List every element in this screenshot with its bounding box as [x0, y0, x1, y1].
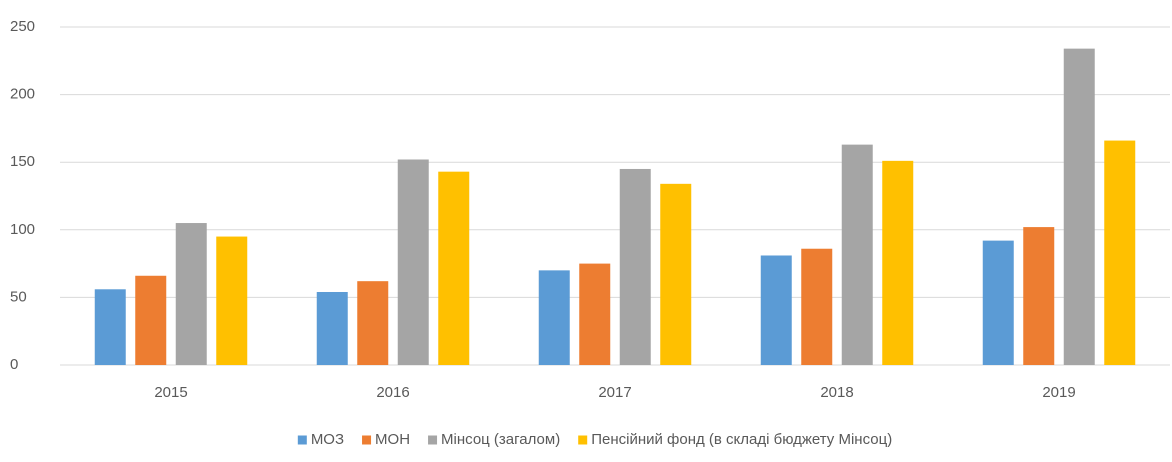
- x-tick-label: 2019: [1042, 384, 1075, 401]
- bar: [216, 236, 248, 365]
- legend-swatch: [428, 435, 438, 445]
- bar: [1063, 48, 1095, 366]
- x-tick-label: 2015: [154, 384, 187, 401]
- bar: [982, 240, 1014, 365]
- bar: [579, 263, 611, 365]
- x-tick-label: 2016: [376, 384, 409, 401]
- bar: [397, 159, 429, 365]
- bar: [135, 275, 167, 365]
- legend: МОЗ МОН Мінсоц (загалом) Пенсійний фонд (в …: [297, 431, 892, 448]
- y-tick-label: 200: [10, 86, 35, 103]
- y-tick-label: 250: [10, 18, 35, 35]
- bar: [357, 281, 389, 365]
- bar: [801, 248, 833, 365]
- bar: [438, 171, 470, 365]
- bar: [760, 255, 792, 365]
- legend-swatch: [297, 435, 307, 445]
- bar: [94, 289, 126, 365]
- bar: [841, 144, 873, 365]
- y-tick-label: 50: [10, 288, 27, 305]
- legend-label: МОЗ: [311, 431, 344, 448]
- y-tick-label: 150: [10, 153, 35, 170]
- legend-swatch: [362, 435, 372, 445]
- legend-label: МОН: [375, 431, 410, 448]
- bar: [882, 160, 914, 365]
- x-tick-label: 2017: [598, 384, 631, 401]
- bar: [1104, 140, 1136, 365]
- bar: [619, 168, 651, 365]
- legend-swatch: [578, 435, 588, 445]
- y-tick-label: 0: [10, 356, 18, 373]
- legend-label: Мінсоц (загалом): [441, 431, 560, 448]
- bar: [1023, 227, 1055, 365]
- bar: [316, 291, 348, 365]
- bar: [538, 270, 570, 365]
- legend-label: Пенсійний фонд (в складі бюджету Мінсоц): [591, 431, 892, 448]
- bar: [175, 223, 207, 365]
- y-tick-label: 100: [10, 221, 35, 238]
- bar: [660, 183, 692, 365]
- x-tick-label: 2018: [820, 384, 853, 401]
